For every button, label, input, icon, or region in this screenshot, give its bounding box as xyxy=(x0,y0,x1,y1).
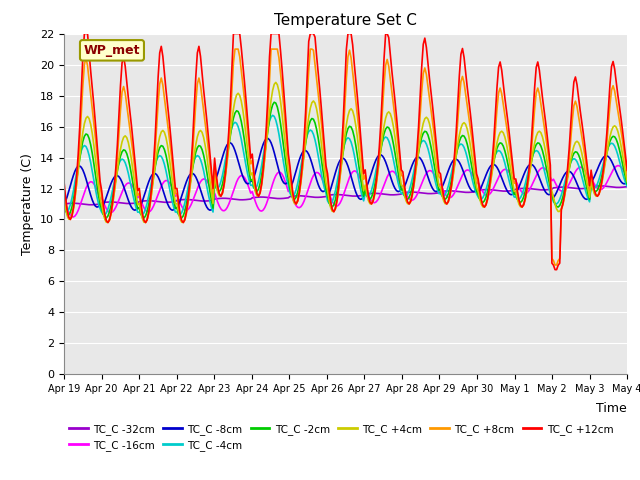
TC_C -4cm xyxy=(310,132,317,137)
TC_C +12cm xyxy=(623,168,631,173)
TC_C -4cm xyxy=(131,200,138,205)
TC_C -8cm xyxy=(595,163,603,168)
Line: TC_C +4cm: TC_C +4cm xyxy=(64,83,627,222)
TC_C -2cm xyxy=(248,177,256,182)
Line: TC_C -32cm: TC_C -32cm xyxy=(64,186,627,205)
TC_C -2cm xyxy=(258,172,266,178)
Text: Time: Time xyxy=(596,402,627,415)
TC_C +4cm xyxy=(258,180,266,186)
TC_C -2cm xyxy=(310,116,317,122)
TC_C -4cm xyxy=(60,206,68,212)
TC_C -2cm xyxy=(230,115,237,121)
Text: WP_met: WP_met xyxy=(84,44,140,57)
TC_C -32cm xyxy=(593,183,601,189)
TC_C -16cm xyxy=(230,188,237,193)
TC_C -4cm xyxy=(269,112,276,118)
TC_C +4cm xyxy=(272,80,280,85)
TC_C -32cm xyxy=(258,194,266,200)
Title: Temperature Set C: Temperature Set C xyxy=(274,13,417,28)
TC_C +8cm xyxy=(551,262,559,268)
TC_C -32cm xyxy=(308,194,316,200)
TC_C -32cm xyxy=(60,201,68,207)
TC_C -8cm xyxy=(310,166,317,171)
Line: TC_C +8cm: TC_C +8cm xyxy=(64,49,627,265)
TC_C +8cm xyxy=(228,89,236,95)
TC_C +4cm xyxy=(595,190,603,196)
TC_C +8cm xyxy=(248,157,256,163)
TC_C -16cm xyxy=(593,185,601,191)
TC_C -16cm xyxy=(258,208,266,214)
TC_C -2cm xyxy=(623,181,631,187)
TC_C -2cm xyxy=(60,201,68,207)
TC_C -4cm xyxy=(595,177,603,182)
TC_C -2cm xyxy=(270,99,278,105)
TC_C +8cm xyxy=(258,182,266,188)
TC_C +8cm xyxy=(308,46,316,52)
TC_C -2cm xyxy=(102,215,110,221)
TC_C -8cm xyxy=(248,178,256,184)
TC_C -2cm xyxy=(131,190,138,196)
TC_C -4cm xyxy=(101,212,109,217)
Legend: TC_C -32cm, TC_C -16cm, TC_C -8cm, TC_C -4cm, TC_C -2cm, TC_C +4cm, TC_C +8cm, T: TC_C -32cm, TC_C -16cm, TC_C -8cm, TC_C … xyxy=(69,424,613,451)
TC_C +12cm xyxy=(81,31,88,36)
TC_C +8cm xyxy=(129,151,137,156)
TC_C +12cm xyxy=(230,31,237,36)
TC_C +12cm xyxy=(258,180,266,186)
TC_C -4cm xyxy=(230,121,237,127)
TC_C -16cm xyxy=(308,176,316,182)
TC_C -32cm xyxy=(87,202,95,208)
TC_C +4cm xyxy=(623,179,631,185)
TC_C +12cm xyxy=(308,31,316,36)
TC_C -32cm xyxy=(230,196,237,202)
TC_C +12cm xyxy=(60,179,68,184)
TC_C +12cm xyxy=(551,267,559,273)
TC_C -16cm xyxy=(623,175,631,180)
TC_C -8cm xyxy=(258,146,266,152)
TC_C -16cm xyxy=(60,196,68,202)
TC_C -4cm xyxy=(623,183,631,189)
TC_C -32cm xyxy=(623,184,631,190)
TC_C +4cm xyxy=(310,98,317,104)
TC_C +4cm xyxy=(248,170,256,176)
Line: TC_C -4cm: TC_C -4cm xyxy=(64,115,627,215)
TC_C -8cm xyxy=(131,207,138,213)
TC_C -16cm xyxy=(614,163,621,168)
TC_C +12cm xyxy=(131,155,138,161)
TC_C +8cm xyxy=(60,184,68,190)
TC_C -8cm xyxy=(129,206,137,212)
TC_C +8cm xyxy=(595,192,603,197)
TC_C +4cm xyxy=(230,106,237,112)
TC_C -8cm xyxy=(623,179,631,185)
TC_C -4cm xyxy=(258,162,266,168)
TC_C -32cm xyxy=(248,195,256,201)
TC_C +12cm xyxy=(595,191,603,197)
Line: TC_C -8cm: TC_C -8cm xyxy=(64,138,627,210)
TC_C -8cm xyxy=(60,202,68,207)
Line: TC_C -16cm: TC_C -16cm xyxy=(64,166,627,217)
TC_C -32cm xyxy=(131,200,138,206)
TC_C +4cm xyxy=(102,219,110,225)
TC_C -8cm xyxy=(264,135,272,141)
TC_C -16cm xyxy=(70,214,77,220)
TC_C +8cm xyxy=(231,46,239,52)
TC_C +4cm xyxy=(60,195,68,201)
TC_C -16cm xyxy=(131,187,138,193)
TC_C +8cm xyxy=(623,171,631,177)
TC_C +4cm xyxy=(131,180,138,186)
Line: TC_C +12cm: TC_C +12cm xyxy=(64,34,627,270)
TC_C +12cm xyxy=(248,151,256,157)
TC_C -2cm xyxy=(595,184,603,190)
Y-axis label: Temperature (C): Temperature (C) xyxy=(22,153,35,255)
TC_C -32cm xyxy=(596,183,604,189)
TC_C -16cm xyxy=(248,189,256,194)
TC_C -4cm xyxy=(248,182,256,188)
Line: TC_C -2cm: TC_C -2cm xyxy=(64,102,627,218)
TC_C -8cm xyxy=(230,144,237,150)
